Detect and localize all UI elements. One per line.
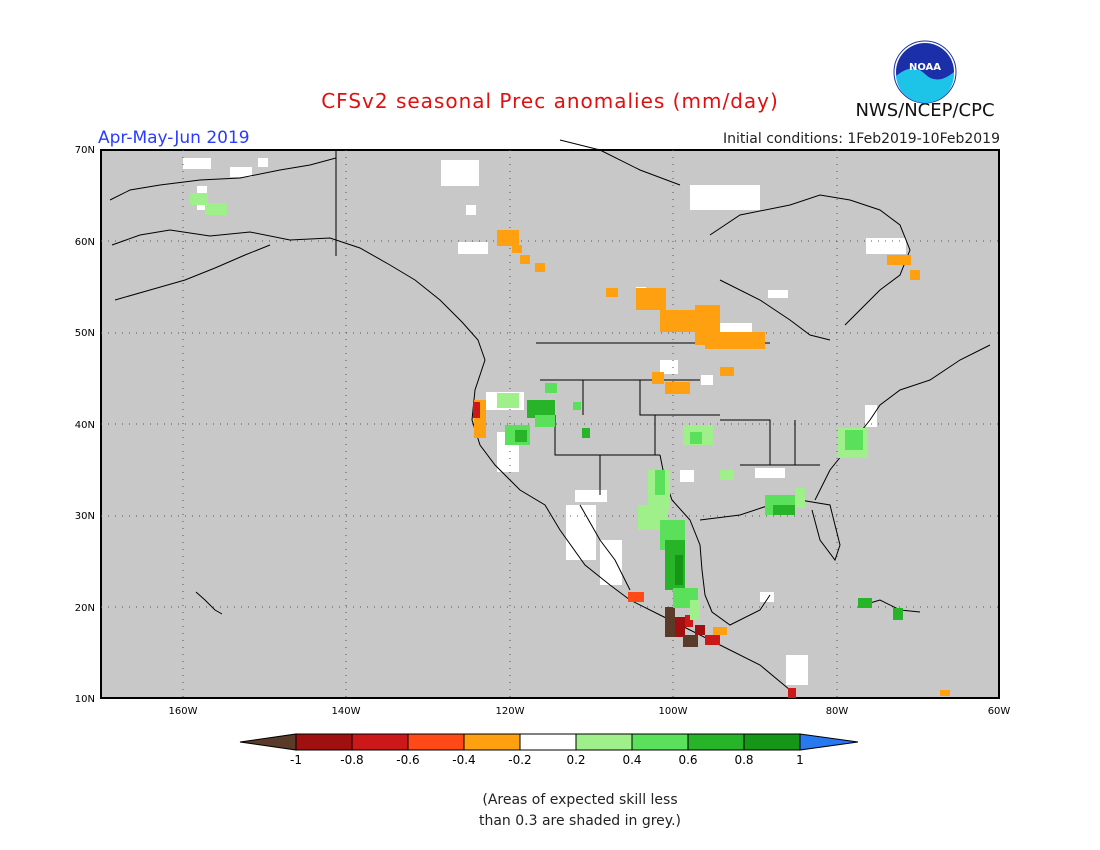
dry-anomaly-cells (473, 230, 950, 698)
colorbar-bin (295, 733, 353, 751)
lon-labels: 160W 140W 120W 100W 80W 60W (169, 706, 1011, 717)
lat-label: 70N (75, 145, 95, 156)
colorbar-tick-label: -0.2 (508, 753, 531, 767)
lon-label: 140W (332, 706, 361, 717)
noaa-logo: NOAA (893, 40, 957, 104)
colorbar-bin (687, 733, 745, 751)
lat-labels: 70N 60N 50N 40N 30N 20N 10N (75, 145, 95, 705)
noaa-logo-text: NOAA (909, 62, 941, 73)
coastlines (109, 139, 991, 691)
organization-label: NWS/NCEP/CPC (855, 100, 995, 121)
lon-label: 80W (826, 706, 849, 717)
lat-label: 40N (75, 420, 95, 431)
initial-conditions: Initial conditions: 1Feb2019-10Feb2019 (723, 131, 1000, 147)
lon-label: 60W (988, 706, 1011, 717)
colorbar (239, 733, 859, 751)
colorbar-tick-label: -0.4 (452, 753, 475, 767)
skill-footnote: (Areas of expected skill less than 0.3 a… (380, 790, 780, 832)
lat-label: 20N (75, 603, 95, 614)
colorbar-bin (407, 733, 465, 751)
colorbar-tick-label: 0.2 (566, 753, 585, 767)
colorbar-tick-label: 0.6 (678, 753, 697, 767)
colorbar-tick-label: -0.6 (396, 753, 419, 767)
lat-label: 50N (75, 328, 95, 339)
white-land-patches (183, 158, 906, 685)
colorbar-ticks: -1 -0.8 -0.6 -0.4 -0.2 0.2 0.4 0.6 0.8 1 (290, 753, 804, 767)
colorbar-bin (631, 733, 689, 751)
forecast-period: Apr-May-Jun 2019 (98, 128, 250, 148)
colorbar-bin (463, 733, 521, 751)
colorbar-bin (351, 733, 409, 751)
lon-label: 160W (169, 706, 198, 717)
colorbar-tick-label: -1 (290, 753, 302, 767)
colorbar-tick-label: 1 (796, 753, 804, 767)
footnote-line-1: (Areas of expected skill less (482, 792, 678, 808)
colorbar-bin (575, 733, 633, 751)
lon-label: 120W (496, 706, 525, 717)
wet-anomaly-cells (190, 193, 903, 620)
colorbar-bin (519, 733, 577, 751)
lat-label: 60N (75, 237, 95, 248)
colorbar-left-arrow (239, 733, 297, 751)
lat-label: 10N (75, 694, 95, 705)
map-title: CFSv2 seasonal Prec anomalies (mm/day) (321, 89, 779, 113)
colorbar-tick-label: 0.8 (734, 753, 753, 767)
lat-label: 30N (75, 511, 95, 522)
colorbar-right-arrow (799, 733, 859, 751)
colorbar-tick-label: 0.4 (622, 753, 641, 767)
colorbar-bin (743, 733, 801, 751)
colorbar-tick-label: -0.8 (340, 753, 363, 767)
footnote-line-2: than 0.3 are shaded in grey.) (478, 813, 681, 829)
lon-label: 100W (659, 706, 688, 717)
